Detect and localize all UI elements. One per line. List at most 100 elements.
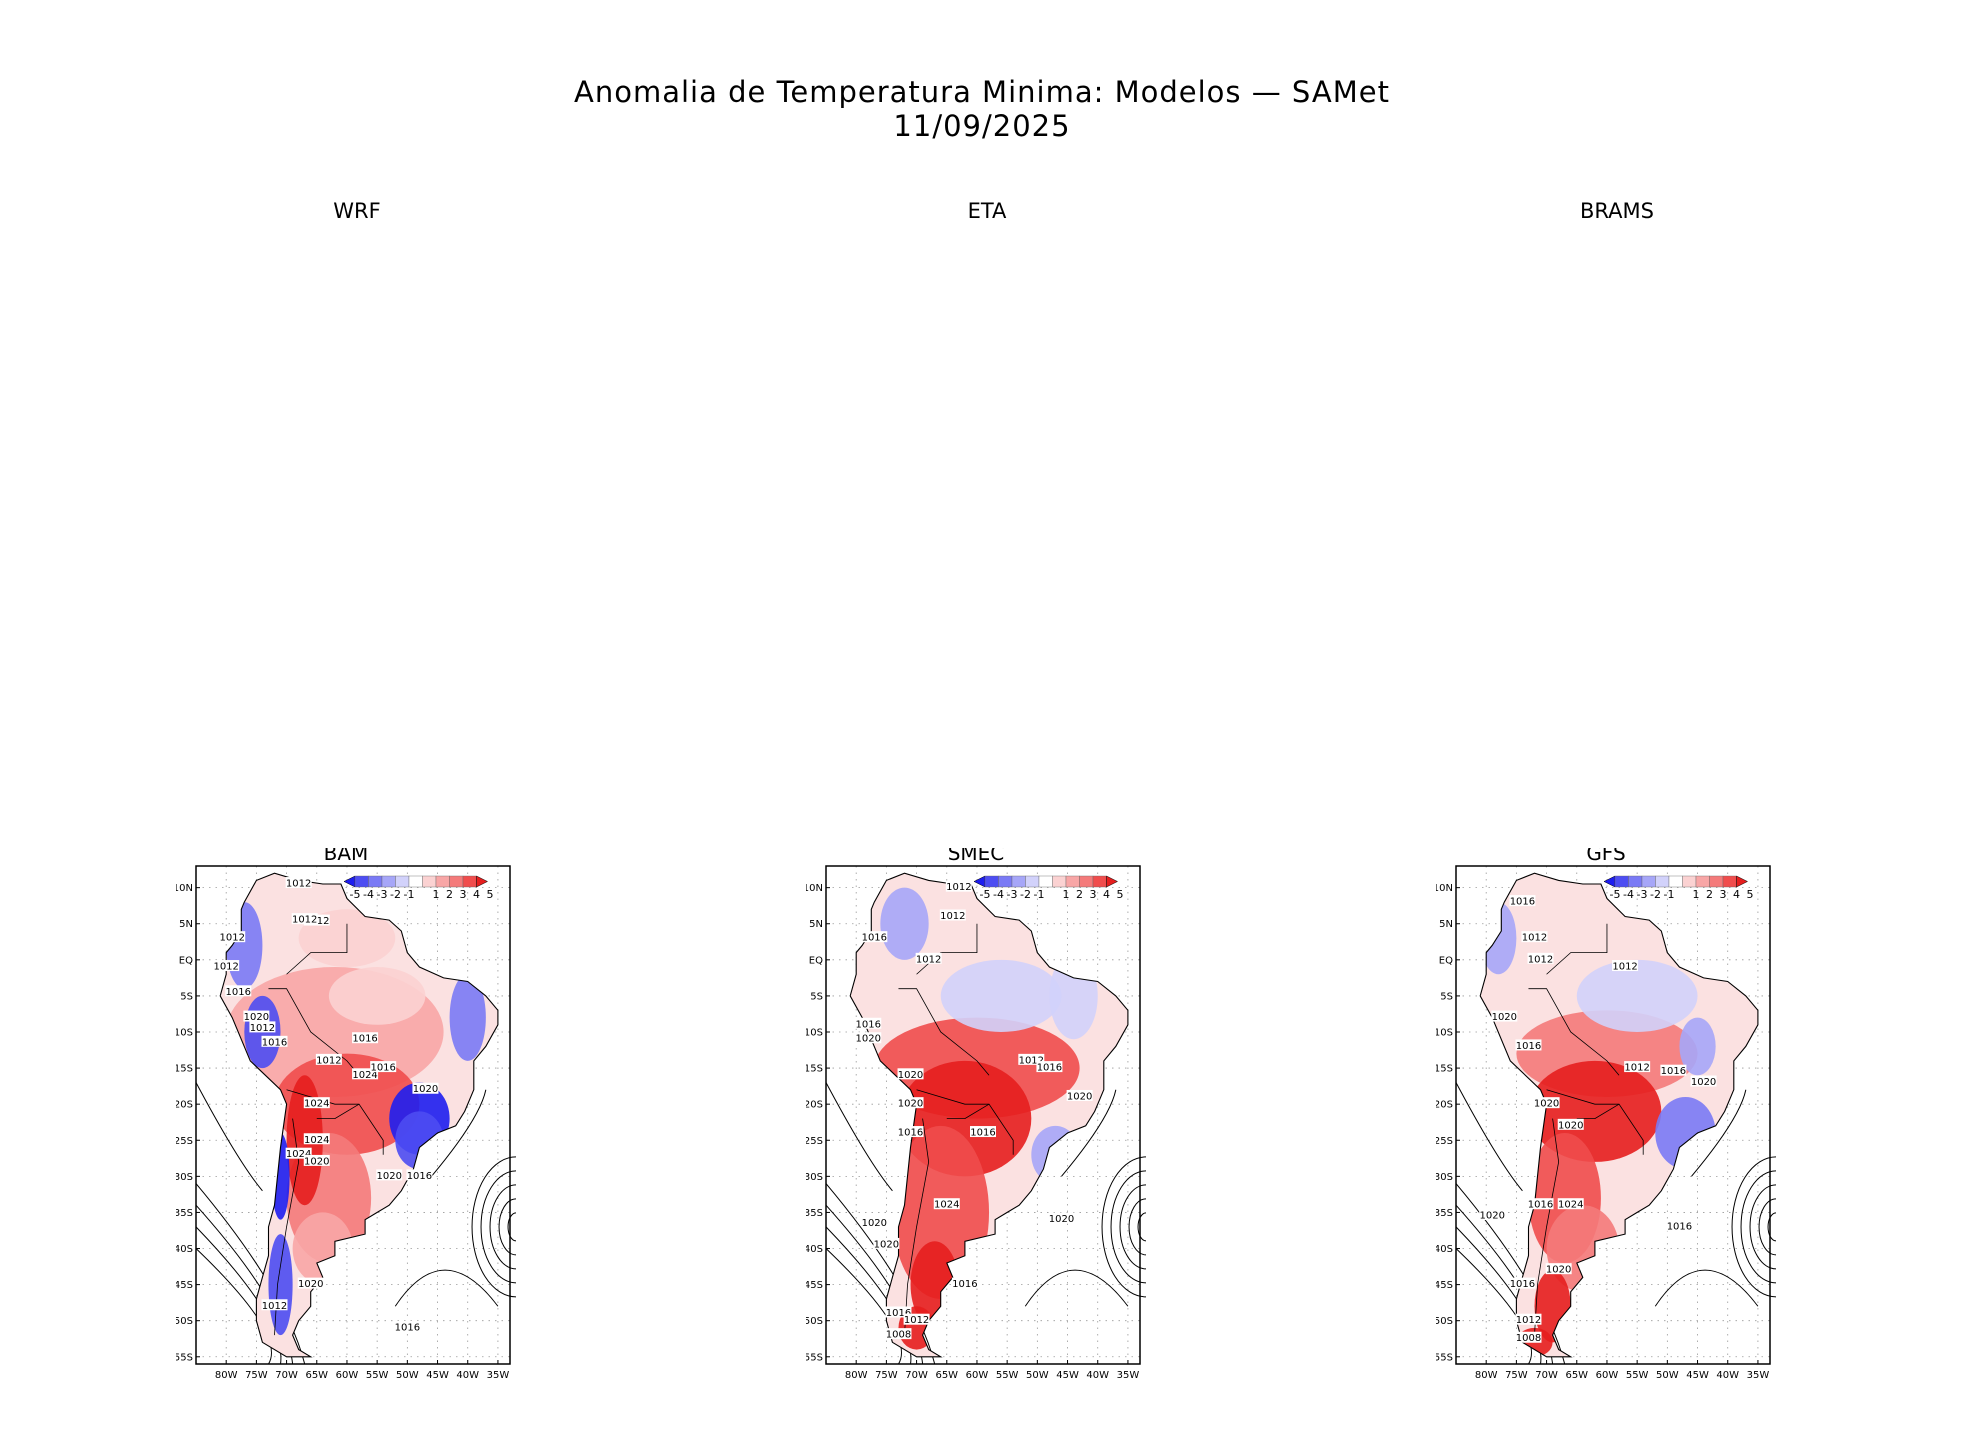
lon-tick-label: 35W [1117, 1370, 1140, 1381]
isobar-label-text: 1016 [1510, 897, 1535, 908]
colorbar-tick-label: 3 [1090, 888, 1097, 901]
isobar-label: 1020 [1545, 1263, 1572, 1276]
country-border [1576, 1103, 1620, 1120]
isobar-label-text: 1020 [898, 1070, 923, 1081]
colorbar-segment [1065, 875, 1080, 888]
colorbar-tick-label: -5 [1610, 888, 1621, 901]
isobar-high [1101, 1156, 1146, 1298]
isobar-label-bg [1612, 960, 1639, 972]
isobar-label: 1020 [1066, 1089, 1093, 1102]
lat-tick-label: 10S [806, 1028, 823, 1039]
anomaly-patch [449, 974, 486, 1061]
lat-tick-label: 40S [1436, 1244, 1453, 1255]
lon-tick-label: 65W [305, 1370, 328, 1381]
coastline [219, 872, 499, 1358]
colorbar-segment [1025, 875, 1040, 888]
isobar-label: 1012 [291, 913, 318, 926]
isobar-label-bg [951, 1277, 978, 1289]
colorbar-tick-label: 4 [473, 888, 480, 901]
isobar-high [1137, 1212, 1146, 1242]
isobar-label-bg [219, 931, 246, 943]
lon-tick-label: 35W [1747, 1370, 1770, 1381]
colorbar-tick-label: 1 [1063, 888, 1070, 901]
isobar-label: 1012 [249, 1021, 276, 1034]
isobar-label-bg [297, 1277, 324, 1289]
lat-tick-label: 40S [806, 1244, 823, 1255]
lat-tick-label: 5N [179, 919, 193, 930]
isobar-label: 1024 [303, 1097, 330, 1110]
lat-tick-label: 20S [806, 1100, 823, 1111]
isobar-label-text: 1012 [904, 1315, 929, 1326]
isobar-high [1110, 1170, 1146, 1284]
isobar-label-bg [1521, 931, 1548, 943]
lon-tick-label: 80W [215, 1370, 238, 1381]
lon-tick-label: 45W [1686, 1370, 1709, 1381]
isobar-label-bg [1036, 1061, 1063, 1073]
isobar-label-bg [933, 1198, 960, 1210]
anomaly-patch [1679, 1017, 1716, 1076]
isobar-label-text: 1020 [1534, 1099, 1559, 1110]
isobar-label-text: 1020 [862, 1218, 887, 1229]
isobar-label: 1016 [352, 1032, 379, 1045]
isobar-label-bg [243, 1010, 270, 1022]
isobar-label: 1012 [219, 931, 246, 944]
isobar-label-text: 1012 [1624, 1063, 1649, 1074]
isobar-label: 1016 [1509, 895, 1536, 908]
country-border [1546, 923, 1608, 975]
colorbar-segment [984, 875, 999, 888]
isobar-label: 1012 [285, 877, 312, 890]
colorbar-tick-label: 1 [433, 888, 440, 901]
lon-tick-label: 55W [996, 1370, 1019, 1381]
isobar-label-bg [1515, 1313, 1542, 1325]
panel-label-brams: BRAMS [1580, 199, 1654, 223]
colorbar-segment [1682, 875, 1697, 888]
isobar-label-bg [873, 1237, 900, 1249]
lon-tick-label: 50W [1026, 1370, 1049, 1381]
isobar-label-text: 1020 [898, 1099, 923, 1110]
isobar-label-text: 1016 [1667, 1221, 1692, 1232]
isobar-label-bg [249, 1021, 276, 1033]
colorbar-segment [381, 875, 396, 888]
colorbar-tick-label: 3 [460, 888, 467, 901]
isobar-line [1654, 1269, 1759, 1307]
colorbar: -5 -4 -3 -2 -1 1 2 3 4 5 [1603, 875, 1754, 901]
isobar-label: 1020 [1557, 1118, 1584, 1131]
isobar-high [1749, 1184, 1776, 1270]
lat-tick-label: 10N [806, 883, 823, 894]
isobar-label-bg [1515, 1039, 1542, 1051]
isobar-label-text: 1020 [298, 1279, 323, 1290]
isobar-label-text: 1020 [856, 1034, 881, 1045]
colorbar-segment [1614, 875, 1629, 888]
lat-tick-label: 5S [180, 991, 193, 1002]
isobar-label-text: 1020 [1049, 1214, 1074, 1225]
isobar-label: 1016 [1036, 1061, 1063, 1074]
isobar-label-text: 1016 [862, 933, 887, 944]
isobar-label-bg [939, 909, 966, 921]
isobar-label-text: 1012 [262, 1301, 287, 1312]
isobar-label-text: 1024 [352, 1070, 377, 1081]
isobar-label-text: 1016 [970, 1128, 995, 1139]
isobar-label-text: 1016 [898, 1128, 923, 1139]
isobar-label: 1016 [970, 1126, 996, 1139]
isobar-label-bg [261, 1299, 288, 1311]
isobar-label-text: 1020 [1691, 1077, 1716, 1088]
lon-tick-label: 80W [1475, 1370, 1498, 1381]
isobar-label: 1024 [933, 1198, 960, 1211]
colorbar-tick-label: 4 [1733, 888, 1740, 901]
colorbar-tick-label: -2 [390, 888, 401, 901]
country-border [286, 923, 348, 975]
isobar-label-bg [1624, 1061, 1651, 1073]
isobar-label-bg [1557, 1118, 1584, 1130]
country-border [904, 1118, 930, 1336]
isobar-label: 1016 [951, 1277, 978, 1290]
lat-tick-label: 25S [1436, 1136, 1453, 1147]
isobar-label: 1016 [1666, 1219, 1693, 1232]
isobar-label: 1024 [285, 1147, 312, 1160]
isobar-high [1128, 1198, 1146, 1256]
lon-tick-label: 50W [396, 1370, 419, 1381]
isobar-line [1024, 1269, 1129, 1307]
colorbar-tick-label: -4 [1623, 888, 1634, 901]
isobar-high [507, 1212, 516, 1242]
isobar-high [1740, 1170, 1776, 1284]
isobar-label: 1020 [1690, 1075, 1717, 1088]
